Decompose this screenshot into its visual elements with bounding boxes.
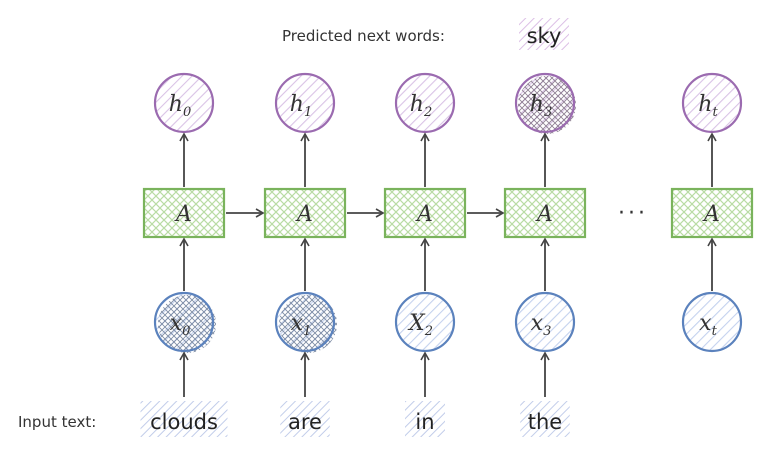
input-word-3: the	[520, 401, 570, 437]
input-word-0: clouds	[140, 401, 228, 437]
rnn-cell-box	[670, 187, 754, 239]
hidden-state-label-3-subscript: 3	[544, 105, 552, 120]
input-label-2-subscript: 2	[424, 324, 433, 339]
input-word-text: in	[415, 410, 434, 434]
predicted-word-sky: sky	[519, 18, 569, 50]
rnn-cell-4: A	[670, 187, 754, 239]
hidden-state-label-1-symbol: h	[290, 92, 304, 117]
input-node-1: x1	[274, 291, 337, 353]
predicted-words-label: Predicted next words:	[282, 27, 445, 45]
input-label-0-symbol: x	[170, 311, 183, 336]
input-label-4-subscript: t	[712, 324, 718, 339]
hidden-state-label-0: h0	[169, 92, 191, 120]
hidden-state-label-1-subscript: 1	[304, 105, 312, 120]
hidden-state-2: h2	[394, 72, 456, 134]
input-label-1: x1	[291, 311, 312, 339]
rnn-cell-1: A	[263, 187, 347, 239]
hidden-state-outline	[153, 72, 215, 134]
input-node-outline	[274, 291, 336, 353]
rnn-cell-label: A	[702, 202, 720, 227]
hidden-state-label-4: ht	[698, 92, 718, 120]
input-node-outline	[681, 291, 743, 353]
hidden-state-label-2: h2	[410, 92, 432, 120]
input-label-1-symbol: x	[291, 311, 304, 336]
hidden-state-label-0-subscript: 0	[183, 105, 191, 120]
hidden-state-label-1: h1	[290, 92, 312, 120]
rnn-cell-label: A	[174, 202, 192, 227]
hidden-state-3: h3	[514, 72, 576, 134]
hidden-state-outline	[681, 72, 743, 134]
hidden-state-outline	[394, 72, 456, 134]
rnn-cell-box	[142, 187, 226, 239]
input-label-2-symbol: X	[407, 311, 426, 336]
rnn-cell-3: A	[503, 187, 587, 239]
input-label-0-subscript: 0	[182, 324, 190, 339]
input-label-3-symbol: x	[531, 311, 544, 336]
input-word-text: clouds	[150, 410, 218, 434]
rnn-cell-label: A	[295, 202, 313, 227]
input-word-2: in	[405, 401, 445, 437]
hidden-state-label-0-symbol: h	[169, 92, 183, 117]
hidden-state-label-3-symbol: h	[530, 92, 544, 117]
input-node-3: x3	[514, 291, 576, 353]
input-label-2: X2	[407, 311, 433, 339]
input-word-text: are	[288, 410, 322, 434]
rnn-cell-0: A	[142, 187, 226, 239]
rnn-cell-box	[503, 187, 587, 239]
rnn-cell-label: A	[535, 202, 553, 227]
input-node-4: xt	[681, 291, 743, 353]
input-word-1: are	[280, 401, 330, 437]
hidden-state-1: h1	[274, 72, 336, 134]
hidden-state-4: ht	[681, 72, 743, 134]
rnn-cell-2: A	[383, 187, 467, 239]
hidden-state-label-2-symbol: h	[410, 92, 424, 117]
input-label-0: x0	[170, 311, 191, 339]
input-label-4-symbol: x	[699, 311, 712, 336]
hidden-state-label-3: h3	[530, 92, 552, 120]
input-text-label: Input text:	[18, 413, 96, 431]
hidden-state-outline	[274, 72, 336, 134]
hidden-state-outline	[514, 72, 576, 134]
ellipsis: ···	[618, 201, 648, 226]
input-word-text: the	[528, 410, 562, 434]
rnn-cell-box	[383, 187, 467, 239]
input-label-3-subscript: 3	[543, 324, 551, 339]
input-label-3: x3	[531, 311, 552, 339]
input-label-1-subscript: 1	[303, 324, 311, 339]
hidden-state-label-2-subscript: 2	[423, 105, 432, 120]
input-node-0: x0	[153, 291, 216, 353]
input-node-outline	[394, 291, 456, 353]
input-node-2: X2	[394, 291, 456, 353]
input-node-outline	[514, 291, 576, 353]
predicted-word-text: sky	[527, 24, 562, 48]
rnn-cell-box	[263, 187, 347, 239]
rnn-cell-label: A	[415, 202, 433, 227]
hidden-state-label-4-subscript: t	[712, 105, 718, 120]
input-node-outline	[153, 291, 215, 353]
hidden-state-label-4-symbol: h	[698, 92, 712, 117]
input-label-4: xt	[699, 311, 717, 339]
hidden-state-0: h0	[153, 72, 215, 134]
